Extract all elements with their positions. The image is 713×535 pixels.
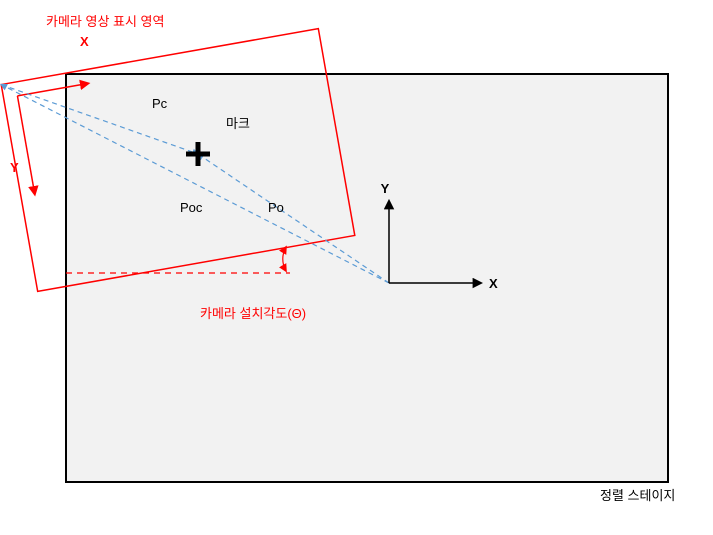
stage-rect — [66, 74, 668, 482]
label-pc: Pc — [152, 96, 168, 111]
camera-y-axis — [17, 96, 34, 194]
diagram-canvas: 정렬 스테이지 카메라 영상 표시 영역 X Y Pc Po Poc X Y 마… — [0, 0, 713, 535]
stage-label: 정렬 스테이지 — [600, 488, 675, 503]
camera-x-label: X — [80, 34, 89, 49]
angle-label: 카메라 설치각도(Θ) — [200, 306, 306, 321]
label-po: Po — [268, 200, 284, 215]
camera-region-title: 카메라 영상 표시 영역 — [46, 14, 164, 29]
label-poc: Poc — [180, 200, 203, 215]
mark-label: 마크 — [226, 116, 250, 131]
stage-x-label: X — [489, 276, 498, 291]
camera-y-label: Y — [10, 160, 19, 175]
stage-y-label: Y — [381, 181, 390, 196]
